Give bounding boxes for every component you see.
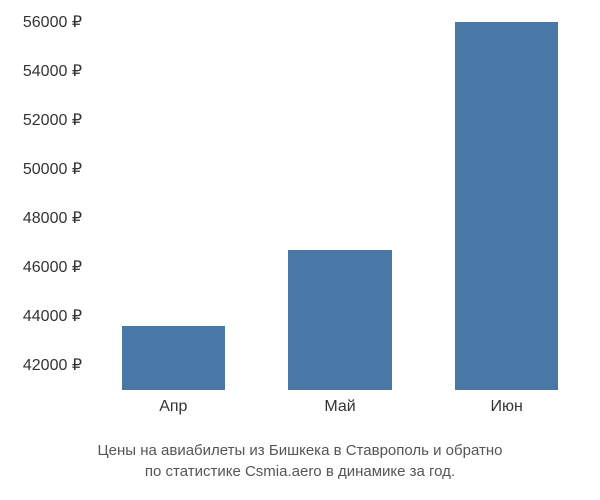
y-tick-label: 50000 ₽ [23, 159, 82, 179]
x-tick-label: Июн [490, 398, 522, 416]
y-tick-label: 44000 ₽ [23, 306, 82, 326]
plot-area [90, 10, 590, 390]
x-axis-labels: Апр Май Июн [90, 398, 590, 428]
chart-caption: Цены на авиабилеты из Бишкека в Ставропо… [0, 440, 600, 482]
x-tick-label: Май [324, 398, 355, 416]
bar [288, 250, 391, 390]
bar [455, 22, 558, 390]
caption-line-1: Цены на авиабилеты из Бишкека в Ставропо… [0, 440, 600, 461]
y-tick-label: 52000 ₽ [23, 110, 82, 130]
y-tick-label: 56000 ₽ [23, 12, 82, 32]
price-chart: 42000 ₽ 44000 ₽ 46000 ₽ 48000 ₽ 50000 ₽ 52000… [0, 10, 600, 430]
caption-line-2: по статистике Csmia.aero в динамике за г… [0, 461, 600, 482]
x-tick-label: Апр [159, 398, 187, 416]
y-axis: 42000 ₽ 44000 ₽ 46000 ₽ 48000 ₽ 50000 ₽ 52000… [0, 10, 90, 430]
y-tick-label: 54000 ₽ [23, 61, 82, 81]
y-tick-label: 48000 ₽ [23, 208, 82, 228]
y-tick-label: 46000 ₽ [23, 257, 82, 277]
y-tick-label: 42000 ₽ [23, 355, 82, 375]
bar [122, 326, 225, 390]
